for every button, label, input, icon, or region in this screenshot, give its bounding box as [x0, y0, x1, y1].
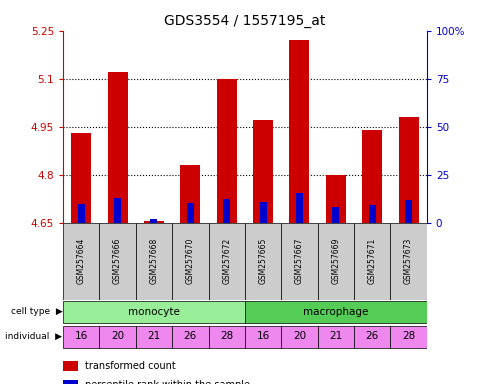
Bar [150, 219, 157, 223]
Bar [77, 204, 85, 223]
Text: GSM257672: GSM257672 [222, 238, 231, 284]
Bar [353, 223, 390, 300]
Bar [172, 326, 208, 348]
Bar [114, 198, 121, 223]
Bar [216, 79, 236, 223]
Bar [390, 223, 426, 300]
Bar [281, 223, 317, 300]
Bar [368, 205, 375, 223]
Text: GSM257665: GSM257665 [258, 238, 267, 284]
Text: transformed count: transformed count [85, 361, 175, 371]
Bar [99, 326, 136, 348]
Text: GSM257669: GSM257669 [331, 238, 340, 284]
Text: 16: 16 [256, 331, 269, 341]
Bar [180, 165, 200, 223]
Text: GSM257668: GSM257668 [149, 238, 158, 284]
Bar [317, 223, 353, 300]
Bar [244, 326, 281, 348]
Bar [244, 223, 281, 300]
Bar [63, 326, 99, 348]
Text: percentile rank within the sample: percentile rank within the sample [85, 380, 249, 384]
Text: 26: 26 [365, 331, 378, 341]
Bar [136, 223, 172, 300]
Bar [99, 223, 136, 300]
Bar [63, 301, 244, 323]
Text: GSM257667: GSM257667 [294, 238, 303, 284]
Bar [325, 175, 345, 223]
Text: GSM257664: GSM257664 [76, 238, 86, 284]
Text: GSM257666: GSM257666 [113, 238, 122, 284]
Bar [71, 133, 91, 223]
Bar [353, 326, 390, 348]
Text: macrophage: macrophage [302, 306, 368, 316]
Text: 28: 28 [220, 331, 233, 341]
Text: 21: 21 [329, 331, 342, 341]
Text: 20: 20 [111, 331, 124, 341]
Bar [281, 326, 317, 348]
Bar [63, 361, 77, 371]
Bar [172, 223, 208, 300]
Text: GSM257670: GSM257670 [185, 238, 195, 284]
Text: monocyte: monocyte [128, 306, 180, 316]
Text: 21: 21 [147, 331, 160, 341]
Bar [208, 326, 244, 348]
Bar [244, 301, 426, 323]
Text: GSM257673: GSM257673 [403, 238, 412, 284]
Bar [295, 193, 302, 223]
Text: 16: 16 [75, 331, 88, 341]
Bar [223, 199, 230, 223]
Bar [289, 40, 309, 223]
Bar [259, 202, 266, 223]
Bar [404, 200, 411, 223]
Text: 26: 26 [183, 331, 197, 341]
Bar [136, 326, 172, 348]
Bar [63, 223, 99, 300]
Bar [253, 120, 272, 223]
Bar [144, 221, 164, 223]
Text: GSM257671: GSM257671 [367, 238, 376, 284]
Bar [63, 380, 77, 384]
Bar [208, 223, 244, 300]
Bar [186, 203, 194, 223]
Bar [362, 130, 381, 223]
Bar [398, 117, 418, 223]
Text: cell type  ▶: cell type ▶ [11, 307, 62, 316]
Bar [332, 207, 339, 223]
Bar [107, 72, 127, 223]
Text: 28: 28 [401, 331, 414, 341]
Text: 20: 20 [292, 331, 305, 341]
Title: GDS3554 / 1557195_at: GDS3554 / 1557195_at [164, 14, 325, 28]
Text: individual  ▶: individual ▶ [5, 332, 62, 341]
Bar [390, 326, 426, 348]
Bar [317, 326, 353, 348]
